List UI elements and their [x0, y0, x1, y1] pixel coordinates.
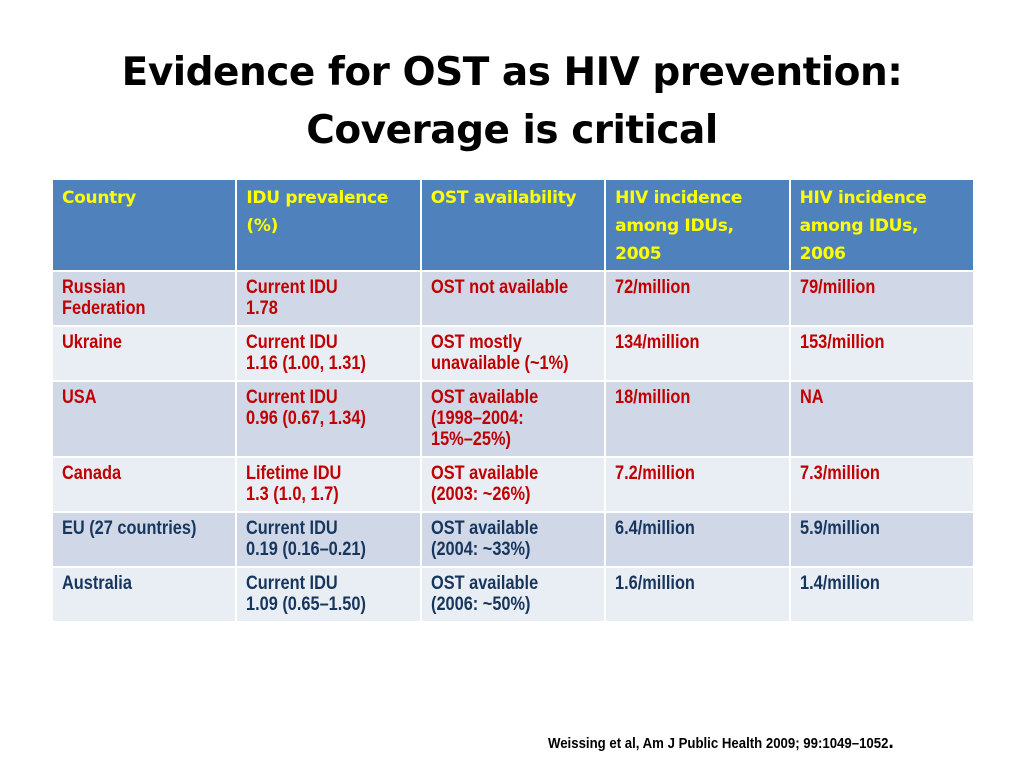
cell-country: Russian Federation: [50, 270, 238, 327]
cell-hiv-2005: 72/million: [604, 270, 791, 327]
header-country: Country: [50, 178, 238, 272]
cell-country: Canada: [50, 456, 238, 513]
cell-hiv-2006: 153/million: [788, 325, 975, 382]
table-row: USA Current IDU 0.96 (0.67, 1.34) OST av…: [50, 380, 975, 458]
cell-prevalence: Current IDU 1.09 (0.65–1.50): [235, 566, 422, 623]
cell-ost: OST not available: [419, 270, 607, 327]
table-row: Canada Lifetime IDU 1.3 (1.0, 1.7) OST a…: [50, 456, 975, 513]
cell-hiv-2006: 7.3/million: [788, 456, 975, 513]
cell-ost: OST available (2006: ~50%): [419, 566, 607, 623]
cell-prevalence: Lifetime IDU 1.3 (1.0, 1.7): [235, 456, 422, 513]
header-hiv-2005: HIV incidence among IDUs, 2005: [604, 178, 791, 272]
table-row: Ukraine Current IDU 1.16 (1.00, 1.31) OS…: [50, 325, 975, 382]
header-ost-availability: OST availability: [419, 178, 607, 272]
cell-ost: OST available (1998–2004: 15%–25%): [419, 380, 607, 458]
evidence-table: Country IDU prevalence (%) OST availabil…: [50, 178, 975, 623]
cell-country: Ukraine: [50, 325, 238, 382]
cell-country: Australia: [50, 566, 238, 623]
table-row: EU (27 countries) Current IDU 0.19 (0.16…: [50, 511, 975, 568]
citation: Weissing et al, Am J Public Health 2009;…: [548, 728, 894, 754]
citation-text: Weissing et al, Am J Public Health 2009;…: [548, 735, 889, 752]
cell-hiv-2005: 7.2/million: [604, 456, 791, 513]
table-row: Australia Current IDU 1.09 (0.65–1.50) O…: [50, 566, 975, 623]
cell-hiv-2006: 1.4/million: [788, 566, 975, 623]
cell-ost: OST mostly unavailable (~1%): [419, 325, 607, 382]
cell-hiv-2005: 6.4/million: [604, 511, 791, 568]
header-idu-prevalence: IDU prevalence (%): [235, 178, 422, 272]
title-line-2: Coverage is critical: [306, 108, 718, 153]
cell-hiv-2005: 1.6/million: [604, 566, 791, 623]
cell-prevalence: Current IDU 0.96 (0.67, 1.34): [235, 380, 422, 458]
slide-title: Evidence for OST as HIV prevention: Cove…: [0, 44, 1024, 160]
cell-prevalence: Current IDU 1.16 (1.00, 1.31): [235, 325, 422, 382]
cell-ost: OST available (2004: ~33%): [419, 511, 607, 568]
cell-hiv-2006: NA: [788, 380, 975, 458]
title-line-1: Evidence for OST as HIV prevention:: [121, 50, 903, 95]
cell-country: EU (27 countries): [50, 511, 238, 568]
citation-period: .: [888, 728, 894, 753]
cell-ost: OST available (2003: ~26%): [419, 456, 607, 513]
header-hiv-2006: HIV incidence among IDUs, 2006: [788, 178, 975, 272]
cell-prevalence: Current IDU 1.78: [235, 270, 422, 327]
cell-prevalence: Current IDU 0.19 (0.16–0.21): [235, 511, 422, 568]
cell-country: USA: [50, 380, 238, 458]
cell-hiv-2006: 79/million: [788, 270, 975, 327]
cell-hiv-2005: 18/million: [604, 380, 791, 458]
cell-hiv-2005: 134/million: [604, 325, 791, 382]
cell-hiv-2006: 5.9/million: [788, 511, 975, 568]
table-row: Russian Federation Current IDU 1.78 OST …: [50, 270, 975, 327]
table-header-row: Country IDU prevalence (%) OST availabil…: [50, 178, 975, 272]
